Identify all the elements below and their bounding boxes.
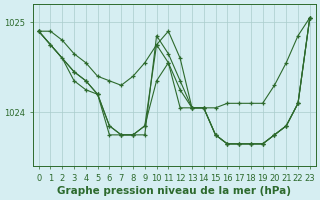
X-axis label: Graphe pression niveau de la mer (hPa): Graphe pression niveau de la mer (hPa) [57,186,291,196]
